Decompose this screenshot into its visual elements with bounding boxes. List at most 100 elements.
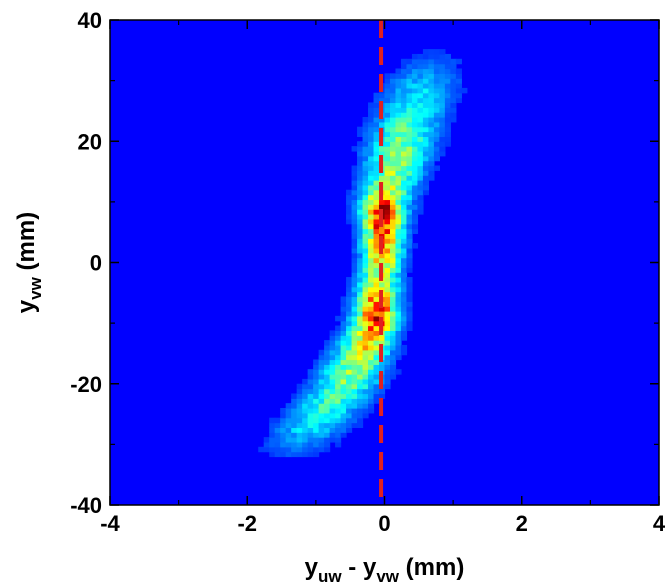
heatmap-cell	[291, 417, 298, 424]
heatmap-cell	[389, 73, 397, 79]
heatmap-cell	[400, 141, 408, 147]
heatmap-cell	[439, 97, 446, 104]
heatmap-cell	[362, 291, 369, 298]
heatmap-cell	[274, 432, 281, 438]
heatmap-cell	[318, 369, 325, 375]
heatmap-cell	[428, 150, 435, 157]
heatmap-cell	[428, 107, 435, 113]
heatmap-cell	[340, 354, 347, 361]
heatmap-cell	[324, 403, 331, 409]
heatmap-cell	[373, 354, 380, 361]
heatmap-cell	[395, 243, 402, 249]
heatmap-cell	[411, 160, 419, 167]
heatmap-cell	[362, 412, 369, 419]
heatmap-cell	[411, 53, 419, 60]
heatmap-cell	[335, 378, 342, 385]
heatmap-cell	[368, 228, 375, 234]
heatmap-cell	[329, 374, 336, 380]
heatmap-cell	[389, 102, 397, 108]
heatmap-cell	[428, 78, 435, 84]
heatmap-cell	[433, 83, 440, 89]
heatmap-cell	[329, 340, 336, 346]
heatmap-cell	[417, 209, 424, 215]
heatmap-cell	[406, 320, 413, 327]
heatmap-cell	[346, 330, 353, 336]
heatmap-cell	[384, 267, 391, 273]
heatmap-cell	[357, 199, 364, 205]
heatmap-cell	[291, 441, 298, 448]
heatmap-cell	[362, 146, 369, 152]
heatmap-cell	[346, 408, 353, 414]
heatmap-cell	[368, 180, 375, 186]
heatmap-cell	[406, 180, 413, 186]
x-tick-label: 4	[653, 511, 666, 536]
heatmap-cell	[351, 315, 358, 322]
heatmap-cell	[318, 441, 325, 448]
heatmap-cell	[384, 97, 391, 104]
heatmap-cell	[362, 126, 369, 133]
heatmap-cell	[318, 403, 325, 409]
heatmap-cell	[357, 340, 364, 346]
heatmap-cell	[417, 73, 424, 79]
heatmap-cell	[368, 150, 375, 157]
heatmap-cell	[406, 73, 413, 79]
heatmap-cell	[307, 432, 314, 438]
heatmap-cell	[368, 393, 375, 399]
heatmap-cell	[439, 63, 446, 70]
heatmap-cell	[389, 238, 397, 244]
heatmap-cell	[422, 155, 430, 162]
heatmap-cell	[351, 243, 358, 249]
heatmap-cell	[357, 291, 364, 298]
heatmap-cell	[444, 87, 451, 94]
heatmap-cell	[384, 160, 391, 167]
heatmap-cell	[346, 349, 353, 356]
heatmap-cell	[368, 199, 375, 205]
heatmap-cell	[302, 417, 309, 424]
heatmap-cell	[368, 301, 375, 307]
heatmap-cell	[439, 146, 446, 152]
heatmap-cell	[357, 218, 364, 225]
heatmap-cell	[274, 451, 281, 458]
heatmap-cell	[379, 204, 386, 210]
heatmap-cell	[373, 131, 380, 137]
heatmap-cell	[285, 408, 292, 414]
heatmap-cell	[296, 393, 303, 399]
heatmap-cell	[417, 112, 424, 118]
heatmap-cell	[362, 204, 369, 210]
heatmap-cell	[389, 340, 397, 346]
heatmap-cell	[307, 398, 314, 404]
heatmap-cell	[406, 209, 413, 215]
heatmap-cell	[346, 204, 353, 210]
heatmap-cell	[395, 267, 402, 273]
heatmap-cell	[357, 257, 364, 264]
heatmap-cell	[340, 398, 347, 404]
heatmap-cell	[400, 112, 408, 118]
heatmap-cell	[335, 432, 342, 438]
heatmap-cell	[335, 437, 342, 443]
heatmap-cell	[318, 354, 325, 361]
heatmap-cell	[368, 359, 375, 365]
heatmap-cell	[406, 117, 413, 123]
heatmap-cell	[439, 87, 446, 94]
heatmap-cell	[357, 320, 364, 327]
heatmap-cell	[433, 97, 440, 104]
heatmap-cell	[422, 131, 430, 137]
heatmap-cell	[433, 68, 440, 74]
heatmap-cell	[395, 315, 402, 322]
heatmap-cell	[274, 437, 281, 443]
heatmap-cell	[324, 383, 331, 390]
heatmap-cell	[357, 247, 364, 254]
heatmap-cell	[428, 83, 435, 89]
heatmap-cell	[368, 340, 375, 346]
heatmap-cell	[313, 374, 320, 380]
heatmap-cell	[373, 369, 380, 375]
heatmap-cell	[280, 437, 287, 443]
heatmap-cell	[395, 78, 402, 84]
heatmap-cell	[362, 393, 369, 399]
heatmap-cell	[335, 412, 342, 419]
heatmap-cell	[395, 126, 402, 133]
heatmap-cell	[395, 170, 402, 176]
heatmap-cell	[368, 252, 375, 259]
heatmap-cell	[422, 92, 430, 99]
